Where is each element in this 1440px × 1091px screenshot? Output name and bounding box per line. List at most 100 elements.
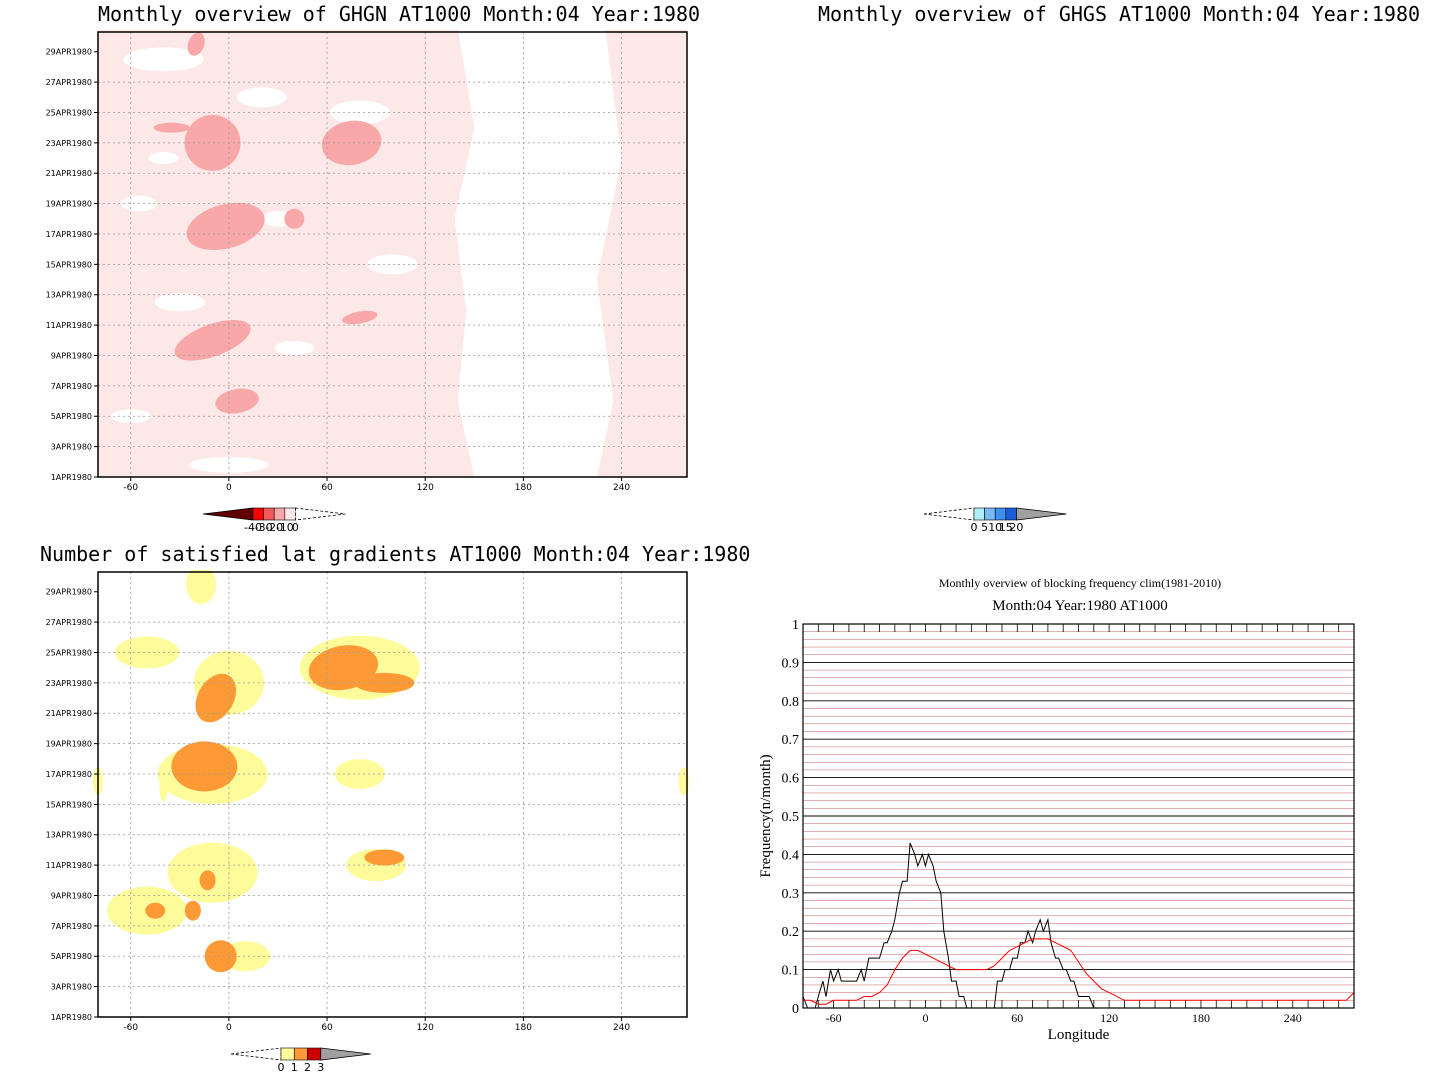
lat-ytick-label: 27APR1980	[46, 618, 92, 627]
ghgn-xtick-label: -60	[123, 483, 138, 493]
ghgs-colorbar-left-end	[923, 507, 975, 521]
lat-level-0-region	[115, 636, 180, 669]
ghgs-colorbar-segment	[1005, 507, 1017, 521]
ghgs-colorbar-segment	[973, 507, 985, 521]
lat-colorbar-label: 1	[291, 1061, 298, 1074]
lat-colorbar-right-end	[320, 1047, 371, 1061]
ghgn-ytick-label: 23APR1980	[46, 139, 92, 148]
lat-ytick-label: 29APR1980	[46, 588, 92, 597]
freq-ylabel: Frequency(n/month)	[758, 754, 774, 877]
ghgn-level-20-region	[174, 319, 251, 361]
ghgn-colorbar-right-end	[294, 507, 346, 521]
ghgn-level-20-region	[153, 122, 190, 133]
ghgn-white-area	[188, 456, 269, 473]
ghgn-level-20-region	[184, 114, 241, 171]
ghgs-colorbar-segment	[994, 507, 1007, 521]
lat-chart: -60 0 60 120 180 24029APR198027APR198025APR19…	[46, 570, 689, 1074]
ghgn-level-20-region	[321, 120, 382, 166]
ghgn-colorbar-segment	[273, 507, 286, 521]
freq-subtitle: Month:04 Year:1980 AT1000	[992, 598, 1168, 614]
ghgn-white-area	[236, 87, 287, 108]
freq-ytick-label: 0.8	[782, 695, 800, 710]
freq-ytick-label: 0.5	[782, 810, 800, 825]
ghgn-frame	[97, 31, 688, 478]
freq-xtick-label: 120	[1100, 1011, 1118, 1025]
ghgn-level-20-region	[215, 388, 259, 414]
ghgs-title: Monthly overview of GHGS AT1000 Month:04…	[818, 2, 1421, 26]
ghgs-chart: -6006012018024029APR198027APR198025APR19…	[923, 507, 1067, 534]
ghgn-white-area	[154, 293, 205, 312]
lat-ytick-label: 17APR1980	[46, 770, 92, 779]
freq-ytick-label: 0.7	[782, 733, 800, 748]
ghgn-ytick-label: 13APR1980	[46, 291, 92, 300]
freq-xtick-label: -60	[826, 1011, 842, 1025]
lat-ytick-label: 13APR1980	[46, 831, 92, 840]
lat-colorbar-segment	[280, 1047, 295, 1061]
ghgn-ytick-label: 5APR1980	[51, 412, 92, 421]
ghgn-ytick-label: 7APR1980	[51, 382, 92, 391]
lat-ytick-label: 23APR1980	[46, 679, 92, 688]
ghgn-level-20-region	[187, 32, 205, 56]
lat-level-1-region	[199, 870, 216, 891]
ghgs-colorbar-label: 10	[988, 521, 1002, 534]
lat-level-1-region	[364, 849, 405, 866]
lat-level-0-region	[678, 767, 689, 796]
freq-xlabel: Longitude	[1048, 1027, 1110, 1043]
ghgn-ytick-label: 21APR1980	[46, 169, 92, 178]
lat-level-1-region	[195, 673, 237, 723]
lat-colorbar-left-end	[230, 1047, 282, 1061]
freq-title: Monthly overview of blocking frequency c…	[938, 576, 1222, 590]
ghgn-colorbar-label: -10	[276, 521, 294, 534]
ghgn-ytick-label: 27APR1980	[46, 78, 92, 87]
ghgn-white-area	[110, 409, 151, 424]
freq-ytick-label: 0	[792, 1002, 799, 1017]
lat-level-1-region	[145, 902, 166, 919]
ghgs-colorbar-label: 5	[981, 521, 988, 534]
lat-ytick-label: 21APR1980	[46, 709, 92, 718]
lat-ytick-label: 5APR1980	[51, 952, 92, 961]
lat-title: Number of satisfied lat gradients AT1000…	[40, 542, 751, 566]
ghgn-ytick-label: 9APR1980	[51, 351, 92, 360]
freq-ytick-label: 0.4	[782, 848, 800, 863]
freq-chart: 0 0.1 0.2 0.3 0.4 0.5 0.6 0.7 0.8 0.9 1 -60 0 60 120 18…	[758, 618, 1355, 1043]
ghgs-colorbar-label: 15	[999, 521, 1013, 534]
ghgn-ytick-label: 1APR1980	[51, 473, 92, 482]
freq-ytick-label: 0.3	[782, 887, 800, 902]
ghgn-xtick-label: 120	[417, 483, 434, 493]
lat-colorbar-segment	[307, 1047, 322, 1061]
ghgn-white-area	[123, 47, 204, 72]
ghgn-ytick-label: 19APR1980	[46, 200, 92, 209]
ghgn-chart: -60 0 60 120 180 240 29APR1980 27APR1980 25APR19…	[46, 30, 688, 534]
lat-colorbar-label: 3	[317, 1061, 324, 1074]
lat-level-0-region	[159, 777, 168, 802]
lat-ytick-label: 3APR1980	[51, 983, 92, 992]
ghgn-colorbar-label: 0	[292, 521, 299, 534]
freq-ytick-label: 0.1	[782, 964, 800, 979]
lat-xtick-label: 120	[417, 1023, 434, 1033]
ghgs-colorbar-segment	[984, 507, 996, 521]
ghgn-colorbar-left-end	[202, 507, 254, 521]
freq-ytick-label: 0.9	[782, 656, 800, 671]
ghgn-level-20-region	[284, 208, 305, 229]
lat-frame	[97, 571, 688, 1018]
ghgs-colorbar-right-end	[1015, 507, 1067, 521]
lat-ytick-label: 19APR1980	[46, 740, 92, 749]
freq-year-line	[802, 842, 1354, 1009]
freq-ytick-label: 1	[792, 618, 799, 633]
lat-xtick-label: -60	[123, 1023, 138, 1033]
ghgn-ytick-label: 3APR1980	[51, 443, 92, 452]
freq-clim-line	[803, 938, 1355, 1005]
lat-xtick-label: 180	[515, 1023, 532, 1033]
ghgn-colorbar-segment	[263, 507, 275, 521]
lat-xtick-label: 240	[613, 1023, 630, 1033]
ghgn-ytick-label: 11APR1980	[46, 321, 92, 330]
ghgn-ytick-label: 25APR1980	[46, 108, 92, 117]
freq-frame	[802, 623, 1355, 1009]
ghgn-xtick-label: 180	[515, 483, 532, 493]
lat-ytick-label: 25APR1980	[46, 648, 92, 657]
freq-ytick-label: 0.6	[782, 772, 800, 787]
freq-ytick-label: 0.2	[782, 925, 800, 940]
ghgn-colorbar-label: -30	[255, 521, 273, 534]
ghgn-ytick-label: 17APR1980	[46, 230, 92, 239]
lat-ytick-label: 11APR1980	[46, 861, 92, 870]
